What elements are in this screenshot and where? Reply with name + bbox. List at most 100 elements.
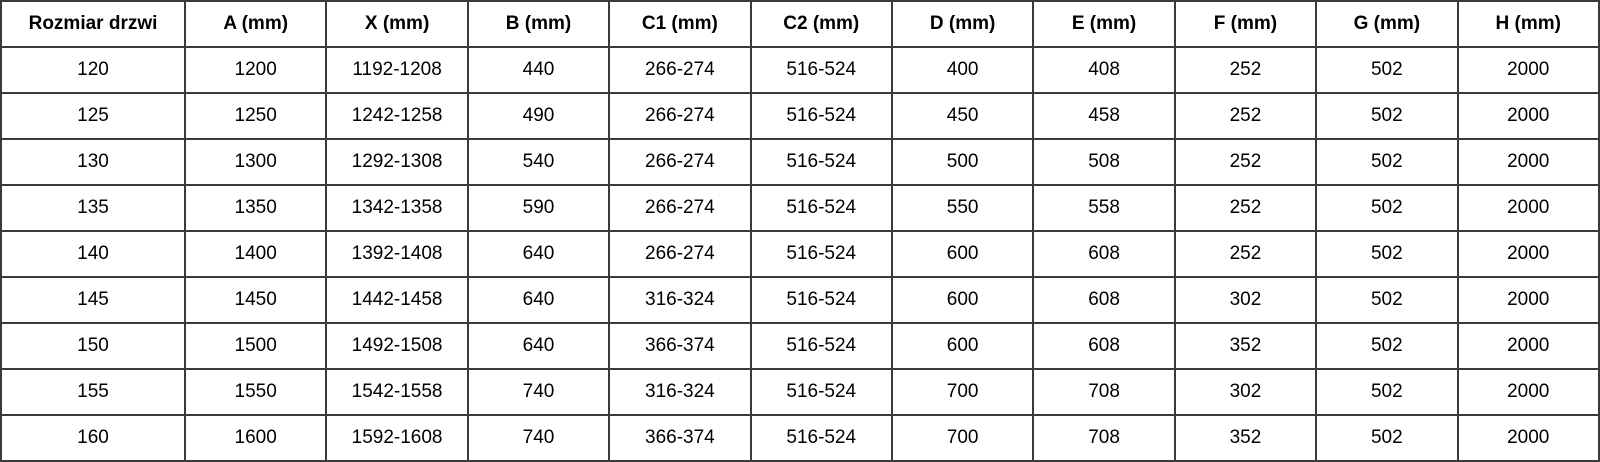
column-header: Rozmiar drzwi — [0, 0, 186, 48]
table-cell: 1542-1558 — [325, 368, 469, 416]
table-cell: 640 — [466, 276, 611, 324]
table-cell: 2000 — [1456, 368, 1600, 416]
table-cell: 366-374 — [608, 414, 752, 462]
table-row: 140 1400 1392-1408 640 266-274 516-524 600 608 2… — [0, 230, 1600, 278]
table-cell: 316-324 — [608, 276, 752, 324]
column-header: A (mm) — [183, 0, 328, 48]
table-cell: 700 — [890, 368, 1035, 416]
table-cell: 502 — [1315, 138, 1459, 186]
table-cell: 266-274 — [608, 184, 752, 232]
table-cell: 502 — [1315, 368, 1459, 416]
table-cell: 160 — [0, 414, 186, 462]
table-cell: 352 — [1173, 414, 1318, 462]
table-cell: 1292-1308 — [325, 138, 469, 186]
table-row: 145 1450 1442-1458 640 316-324 516-524 600 608 3… — [0, 276, 1600, 324]
table-cell: 1442-1458 — [325, 276, 469, 324]
table-cell: 1550 — [183, 368, 328, 416]
table-cell: 2000 — [1456, 46, 1600, 94]
table-row: 155 1550 1542-1558 740 316-324 516-524 700 708 3… — [0, 368, 1600, 416]
table-cell: 600 — [890, 230, 1035, 278]
table-cell: 458 — [1032, 92, 1176, 140]
table-row: 130 1300 1292-1308 540 266-274 516-524 500 508 2… — [0, 138, 1600, 186]
table-cell: 252 — [1173, 230, 1318, 278]
table-cell: 516-524 — [749, 92, 893, 140]
table-cell: 608 — [1032, 322, 1176, 370]
table-cell: 500 — [890, 138, 1035, 186]
table-cell: 140 — [0, 230, 186, 278]
table-cell: 1600 — [183, 414, 328, 462]
table-cell: 400 — [890, 46, 1035, 94]
table-cell: 366-374 — [608, 322, 752, 370]
table-cell: 708 — [1032, 414, 1176, 462]
table-cell: 440 — [466, 46, 611, 94]
table-cell: 302 — [1173, 368, 1318, 416]
table-cell: 490 — [466, 92, 611, 140]
table-cell: 516-524 — [749, 46, 893, 94]
table-cell: 2000 — [1456, 230, 1600, 278]
table-cell: 1200 — [183, 46, 328, 94]
table-cell: 2000 — [1456, 276, 1600, 324]
table-row: 120 1200 1192-1208 440 266-274 516-524 400 408 2… — [0, 46, 1600, 94]
table-cell: 740 — [466, 414, 611, 462]
table-cell: 608 — [1032, 276, 1176, 324]
table-cell: 408 — [1032, 46, 1176, 94]
table-cell: 125 — [0, 92, 186, 140]
table-cell: 266-274 — [608, 230, 752, 278]
table-cell: 502 — [1315, 276, 1459, 324]
table-cell: 502 — [1315, 184, 1459, 232]
table-cell: 502 — [1315, 46, 1459, 94]
table-row: 150 1500 1492-1508 640 366-374 516-524 600 608 3… — [0, 322, 1600, 370]
table-cell: 266-274 — [608, 46, 752, 94]
table-cell: 2000 — [1456, 322, 1600, 370]
table-cell: 1250 — [183, 92, 328, 140]
column-header: H (mm) — [1456, 0, 1600, 48]
table-cell: 316-324 — [608, 368, 752, 416]
table-cell: 740 — [466, 368, 611, 416]
table-cell: 352 — [1173, 322, 1318, 370]
table-cell: 1500 — [183, 322, 328, 370]
table-cell: 450 — [890, 92, 1035, 140]
table-cell: 252 — [1173, 184, 1318, 232]
table-cell: 2000 — [1456, 138, 1600, 186]
column-header: D (mm) — [890, 0, 1035, 48]
column-header: G (mm) — [1315, 0, 1459, 48]
table-row: 135 1350 1342-1358 590 266-274 516-524 550 558 2… — [0, 184, 1600, 232]
table-cell: 516-524 — [749, 276, 893, 324]
table-cell: 266-274 — [608, 92, 752, 140]
table-cell: 516-524 — [749, 138, 893, 186]
table-cell: 2000 — [1456, 414, 1600, 462]
table-cell: 600 — [890, 276, 1035, 324]
table-row: 125 1250 1242-1258 490 266-274 516-524 450 458 2… — [0, 92, 1600, 140]
table-row: 160 1600 1592-1608 740 366-374 516-524 700 708 3… — [0, 414, 1600, 462]
table-cell: 120 — [0, 46, 186, 94]
table-cell: 502 — [1315, 230, 1459, 278]
table-cell: 516-524 — [749, 368, 893, 416]
column-header: B (mm) — [466, 0, 611, 48]
table-cell: 708 — [1032, 368, 1176, 416]
table-cell: 1392-1408 — [325, 230, 469, 278]
table-cell: 302 — [1173, 276, 1318, 324]
table-cell: 1592-1608 — [325, 414, 469, 462]
column-header: X (mm) — [325, 0, 469, 48]
table-cell: 558 — [1032, 184, 1176, 232]
table-cell: 1342-1358 — [325, 184, 469, 232]
table-cell: 1400 — [183, 230, 328, 278]
table-cell: 150 — [0, 322, 186, 370]
table-cell: 135 — [0, 184, 186, 232]
table-cell: 130 — [0, 138, 186, 186]
table-cell: 640 — [466, 322, 611, 370]
table-cell: 2000 — [1456, 184, 1600, 232]
table-cell: 266-274 — [608, 138, 752, 186]
table-cell: 502 — [1315, 414, 1459, 462]
table-cell: 1192-1208 — [325, 46, 469, 94]
table-cell: 508 — [1032, 138, 1176, 186]
table-cell: 1350 — [183, 184, 328, 232]
table-cell: 155 — [0, 368, 186, 416]
table-cell: 1492-1508 — [325, 322, 469, 370]
table-cell: 516-524 — [749, 184, 893, 232]
table-cell: 516-524 — [749, 414, 893, 462]
table-cell: 1300 — [183, 138, 328, 186]
table-cell: 2000 — [1456, 92, 1600, 140]
table-cell: 502 — [1315, 322, 1459, 370]
